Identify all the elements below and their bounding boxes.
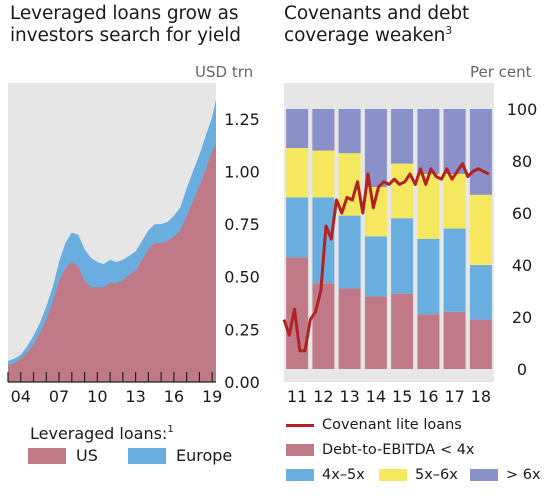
bar-gt6x bbox=[312, 109, 335, 151]
left-y-tick-label: 0.00 bbox=[224, 373, 260, 392]
right-x-tick-label: 13 bbox=[339, 387, 359, 406]
bar-5x-6x bbox=[312, 150, 335, 198]
left-title-line-2: investors search for yield bbox=[10, 25, 241, 46]
bar-4x-5x bbox=[443, 228, 466, 312]
bar-debt-ebitda-lt4 bbox=[391, 293, 414, 369]
left-x-tick-label: 16 bbox=[164, 387, 184, 406]
bar-gt6x bbox=[364, 109, 387, 187]
legend-item-covenant-lite: Covenant lite loans bbox=[286, 417, 462, 433]
bar-gt6x bbox=[391, 109, 414, 164]
bar-gt6x bbox=[286, 109, 309, 148]
right-y-tick-label: 40 bbox=[512, 256, 532, 275]
left-chart-title: Leveraged loans grow as investors search… bbox=[10, 3, 241, 47]
bar-5x-6x bbox=[443, 174, 466, 229]
bar-debt-ebitda-lt4 bbox=[364, 296, 387, 369]
left-legend-title: Leveraged loans:1 bbox=[30, 424, 174, 443]
legend-label-5x-6x: 5x–6x bbox=[415, 467, 458, 483]
right-x-tick-label: 12 bbox=[313, 387, 333, 406]
line-covenant-lite bbox=[282, 162, 490, 353]
bar-debt-ebitda-lt4 bbox=[312, 283, 335, 369]
bar-4x-5x bbox=[469, 265, 492, 320]
right-chart-title: Covenants and debt coverage weaken3 bbox=[284, 3, 469, 47]
right-title-line-1: Covenants and debt bbox=[284, 3, 470, 24]
left-x-tick-label: 07 bbox=[49, 387, 69, 406]
left-legend-title-text: Leveraged loans: bbox=[30, 424, 168, 443]
right-unit-label: Per cent bbox=[470, 63, 532, 81]
right-title-footnote: 3 bbox=[445, 24, 453, 37]
legend-label-us: US bbox=[76, 446, 98, 465]
right-y-tick-label: 20 bbox=[512, 308, 532, 327]
right-x-tick-label: 16 bbox=[418, 387, 438, 406]
bar-5x-6x bbox=[286, 148, 309, 198]
right-title-line-2: coverage weaken3 bbox=[284, 25, 469, 47]
right-y-tick-label: 0 bbox=[517, 360, 527, 379]
bar-5x-6x bbox=[391, 163, 414, 219]
left-unit-label: USD trn bbox=[195, 63, 254, 81]
legend-label-debt-ebitda-lt4: Debt-to-EBITDA < 4x bbox=[322, 442, 475, 458]
bar-debt-ebitda-lt4 bbox=[443, 311, 466, 369]
legend-item-europe: Europe bbox=[128, 446, 232, 465]
right-x-tick-label: 17 bbox=[444, 387, 464, 406]
bar-4x-5x bbox=[338, 215, 361, 289]
right-x-tick-label: 15 bbox=[392, 387, 412, 406]
left-x-tick-label: 04 bbox=[11, 387, 31, 406]
legend-label-4x-5x: 4x–5x bbox=[322, 467, 365, 483]
legend-swatch-debt-ebitda-lt4 bbox=[286, 444, 314, 456]
bar-4x-5x bbox=[417, 239, 440, 315]
legend-label-gt6x: > 6x bbox=[506, 467, 541, 483]
bar-debt-ebitda-lt4 bbox=[338, 288, 361, 369]
left-y-tick-label: 1.00 bbox=[224, 162, 260, 181]
legend-swatch-gt6x bbox=[470, 469, 498, 481]
legend-swatch-5x-6x bbox=[379, 469, 407, 481]
legend-item-gt6x: > 6x bbox=[470, 467, 541, 483]
right-y-tick-label: 80 bbox=[512, 152, 532, 171]
left-title-line-1: Leveraged loans grow as bbox=[10, 3, 239, 24]
bar-4x-5x bbox=[286, 197, 309, 258]
bar-gt6x bbox=[417, 109, 440, 174]
legend-label-covenant-lite: Covenant lite loans bbox=[322, 417, 462, 433]
legend-item-4x-5x: 4x–5x bbox=[286, 467, 365, 483]
bar-gt6x bbox=[443, 109, 466, 174]
bar-4x-5x bbox=[391, 218, 414, 294]
bar-gt6x bbox=[338, 109, 361, 154]
left-x-tick-label: 10 bbox=[87, 387, 107, 406]
left-y-tick-label: 0.50 bbox=[224, 268, 260, 287]
bar-4x-5x bbox=[364, 236, 387, 297]
legend-swatch-4x-5x bbox=[286, 469, 314, 481]
right-y-tick-label: 60 bbox=[512, 204, 532, 223]
left-legend-footnote: 1 bbox=[167, 424, 174, 435]
bar-debt-ebitda-lt4 bbox=[469, 319, 492, 369]
bar-debt-ebitda-lt4 bbox=[286, 257, 309, 369]
bar-debt-ebitda-lt4 bbox=[417, 314, 440, 369]
left-y-tick-label: 0.25 bbox=[224, 320, 260, 339]
bar-gt6x bbox=[469, 109, 492, 195]
legend-swatch-us bbox=[28, 447, 66, 464]
bar-5x-6x bbox=[469, 194, 492, 265]
right-x-tick-label: 18 bbox=[471, 387, 491, 406]
right-x-tick-label: 14 bbox=[366, 387, 386, 406]
bar-5x-6x bbox=[338, 153, 361, 216]
legend-item-debt-ebitda-lt4: Debt-to-EBITDA < 4x bbox=[286, 442, 475, 458]
area-us bbox=[8, 144, 216, 382]
bar-5x-6x bbox=[364, 187, 387, 237]
right-y-tick-label: 100 bbox=[507, 100, 538, 119]
right-x-tick-label: 11 bbox=[287, 387, 307, 406]
left-x-tick-label: 13 bbox=[125, 387, 145, 406]
legend-swatch-europe bbox=[128, 447, 166, 464]
legend-item-us: US bbox=[28, 446, 98, 465]
left-x-tick-label: 19 bbox=[202, 387, 222, 406]
legend-label-europe: Europe bbox=[176, 446, 233, 465]
bar-5x-6x bbox=[417, 174, 440, 239]
left-y-tick-label: 1.25 bbox=[224, 110, 260, 129]
legend-line-covenant-lite bbox=[286, 423, 314, 427]
left-y-tick-label: 0.75 bbox=[224, 215, 260, 234]
legend-item-5x-6x: 5x–6x bbox=[379, 467, 458, 483]
right-title-line-2-text: coverage weaken bbox=[284, 25, 446, 46]
